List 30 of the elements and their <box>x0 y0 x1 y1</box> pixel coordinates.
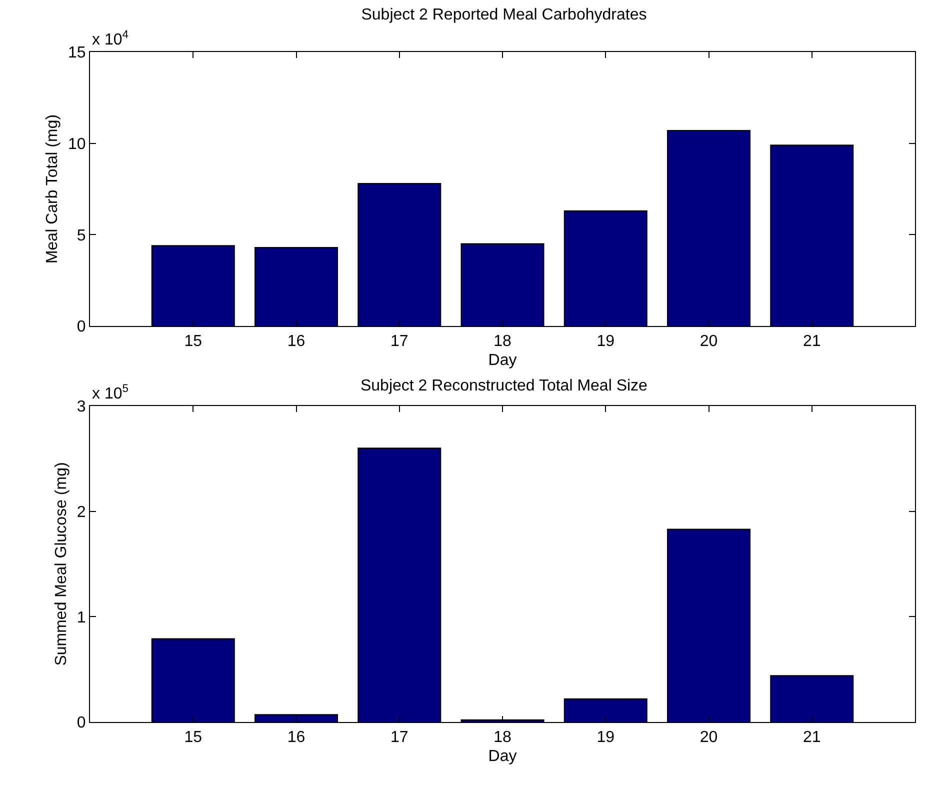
y-axis-title: Summed Meal Glucose (mg) <box>52 462 70 666</box>
x-tick-label: 20 <box>700 729 718 746</box>
y-tick-label: 10 <box>68 136 86 153</box>
y-tick-label: 2 <box>76 504 86 521</box>
x-tick-label: 15 <box>184 333 202 350</box>
y-axis-title: Meal Carb Total (mg) <box>44 114 61 264</box>
y-tick-label: 0 <box>76 714 86 732</box>
x-tick-label: 17 <box>390 333 408 350</box>
x-axis-title: Day <box>488 352 517 369</box>
x-tick-label: 21 <box>802 333 821 350</box>
x-tick-label: 15 <box>184 729 202 746</box>
text: x 10$^{5}$ <box>92 383 128 403</box>
text: x 10$^{4}$ <box>92 29 128 49</box>
x-tick-label: 16 <box>287 729 306 746</box>
x-tick-label: 19 <box>596 333 615 350</box>
x-tick-label: 20 <box>700 333 718 350</box>
x-axis-title: Day <box>488 748 517 765</box>
y-tick-label: 1 <box>76 609 86 626</box>
x-tick-label: 17 <box>390 729 408 746</box>
x-tick-label: 16 <box>287 333 306 350</box>
x-tick-label: 21 <box>802 729 821 746</box>
x-tick-label: 19 <box>596 729 615 746</box>
x-tick-label: 18 <box>494 333 512 350</box>
y-tick-label: 0 <box>76 318 86 336</box>
x-tick-label: 18 <box>494 729 512 746</box>
chart-title: Subject 2 Reconstructed Total Meal Size <box>360 378 648 395</box>
y-tick-label: 3 <box>76 398 86 416</box>
y-tick-label: 15 <box>68 44 86 62</box>
y-tick-label: 5 <box>76 227 86 244</box>
chart-title: Subject 2 Reported Meal Carbohydrates <box>361 6 647 24</box>
